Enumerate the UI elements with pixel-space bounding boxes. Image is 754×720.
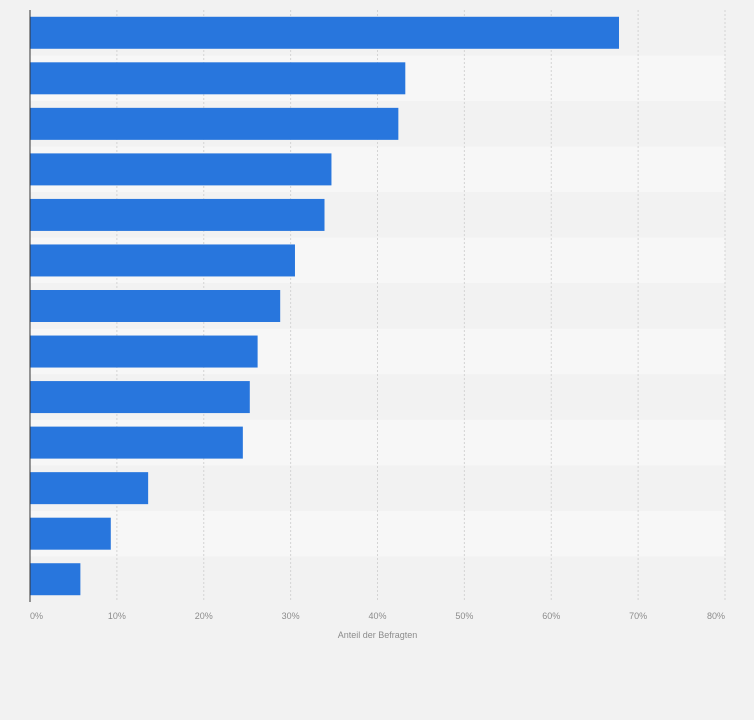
x-axis-title: Anteil der Befragten bbox=[338, 630, 418, 640]
x-tick-label: 20% bbox=[195, 611, 213, 621]
x-axis-ticks: 0% 10% 20% 30% 40% 50% 60% 70% 80% bbox=[30, 611, 725, 621]
bar[interactable] bbox=[30, 107, 399, 140]
x-tick-label: 30% bbox=[282, 611, 300, 621]
bar[interactable] bbox=[30, 153, 332, 186]
bar[interactable] bbox=[30, 426, 243, 459]
bar[interactable] bbox=[30, 198, 325, 231]
bar[interactable] bbox=[30, 472, 149, 505]
x-tick-label: 10% bbox=[108, 611, 126, 621]
bar[interactable] bbox=[30, 62, 406, 95]
x-tick-label: 50% bbox=[455, 611, 473, 621]
bar[interactable] bbox=[30, 563, 81, 596]
bar[interactable] bbox=[30, 290, 281, 322]
x-tick-label: 80% bbox=[707, 611, 725, 621]
x-tick-label: 40% bbox=[368, 611, 386, 621]
bar[interactable] bbox=[30, 517, 111, 550]
bars bbox=[30, 16, 620, 596]
x-tick-label: 60% bbox=[542, 611, 560, 621]
x-tick-label: 0% bbox=[30, 611, 43, 621]
bar[interactable] bbox=[30, 244, 295, 277]
bar[interactable] bbox=[30, 335, 258, 368]
bar[interactable] bbox=[30, 16, 620, 49]
x-tick-label: 70% bbox=[629, 611, 647, 621]
bar[interactable] bbox=[30, 381, 250, 414]
row-band bbox=[30, 510, 725, 557]
